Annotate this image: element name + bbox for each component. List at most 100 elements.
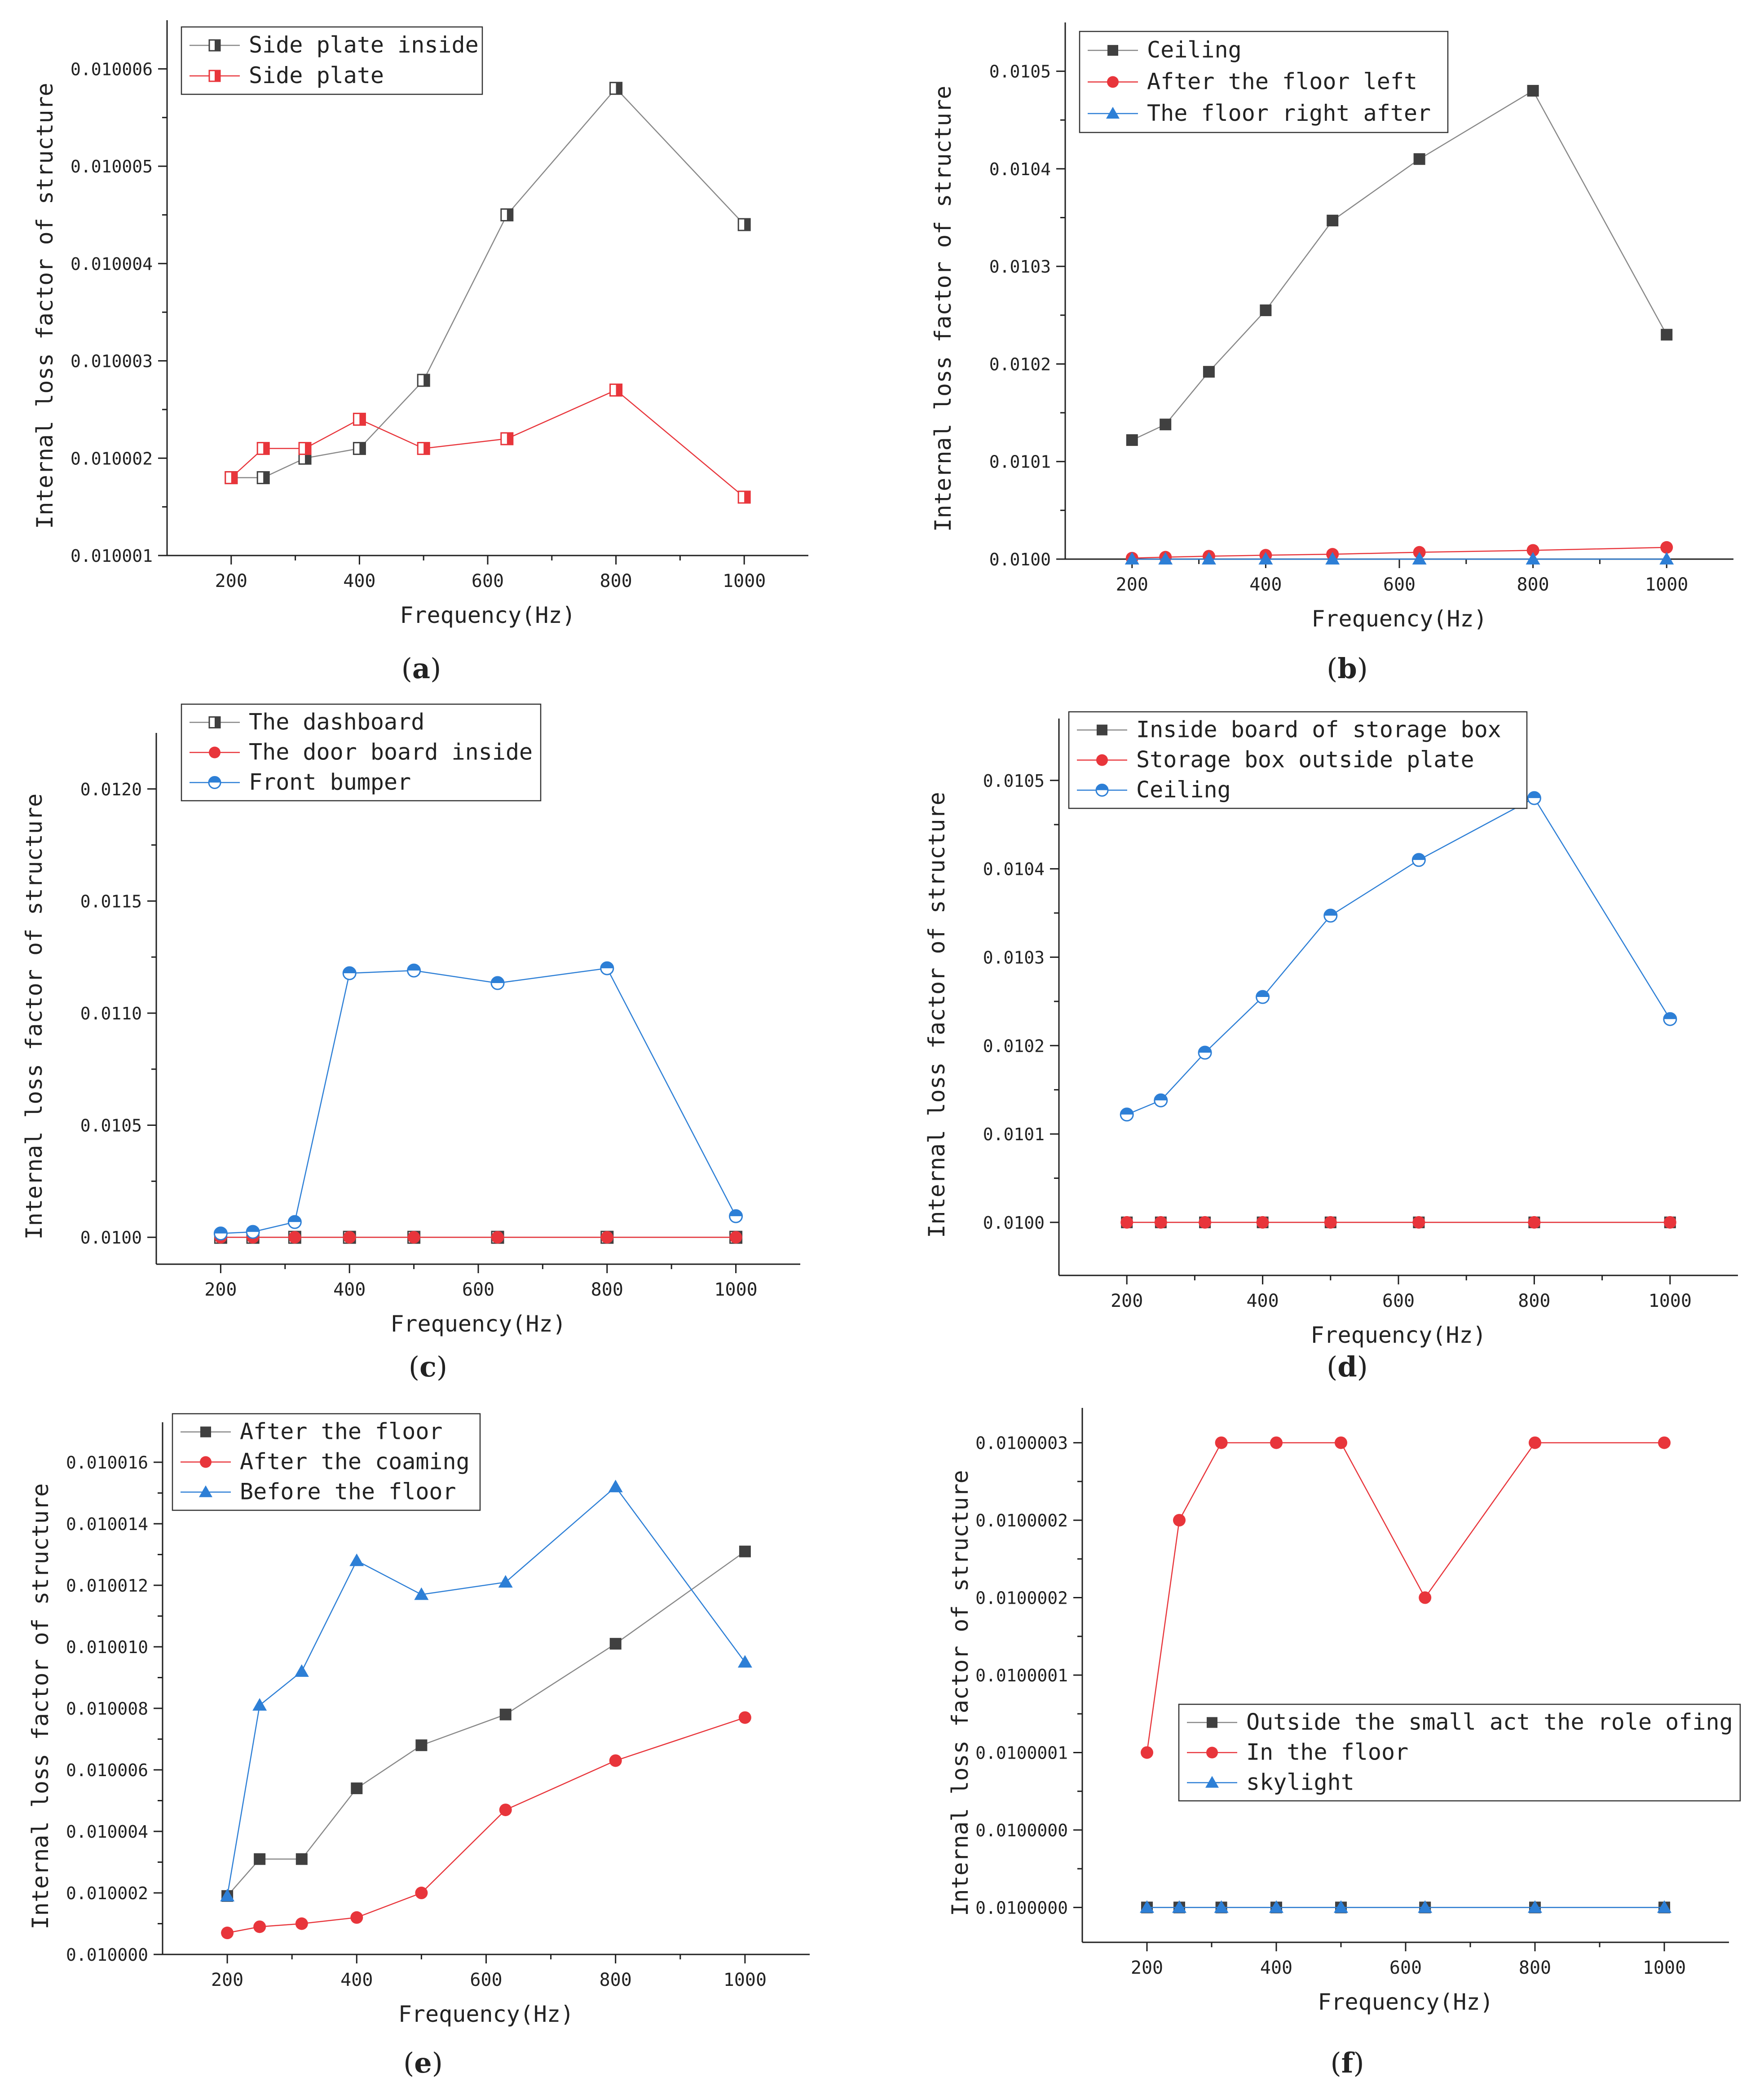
- data-point: [1107, 45, 1118, 56]
- series-front-bumper: [213, 961, 743, 1241]
- data-point: [407, 963, 421, 978]
- data-point: [252, 1698, 267, 1711]
- data-point: [1120, 1107, 1134, 1122]
- data-point: [609, 82, 623, 95]
- series-before-the-floor: [220, 1479, 752, 1901]
- data-point: [1256, 1216, 1269, 1229]
- data-point: [199, 1485, 212, 1497]
- series-line: [227, 1717, 745, 1934]
- y-tick-label: 0.0100: [80, 1228, 142, 1248]
- data-point: [1214, 1900, 1229, 1913]
- data-point: [609, 384, 623, 397]
- data-point: [1527, 791, 1541, 805]
- data-point: [1201, 552, 1216, 565]
- y-tick-label: 0.0100002: [975, 1511, 1068, 1530]
- data-point: [1529, 1436, 1541, 1449]
- y-tick-label: 0.010004: [71, 254, 153, 274]
- series-side-plate: [225, 384, 751, 504]
- data-point: [1199, 1216, 1212, 1229]
- data-point: [287, 1215, 302, 1229]
- legend: Side plate inside Side plate: [181, 26, 483, 95]
- series-line: [231, 87, 745, 478]
- series-in-the-floor: [1141, 1436, 1671, 1759]
- y-tick-label: 0.0115: [80, 891, 142, 911]
- data-point: [1270, 1436, 1283, 1449]
- data-point: [609, 1638, 622, 1650]
- series-side-plate-inside: [225, 82, 751, 485]
- data-point: [225, 471, 238, 485]
- data-point: [208, 776, 221, 789]
- x-tick-label: 600: [1383, 574, 1416, 595]
- legend-box: [181, 26, 483, 95]
- x-axis-label: Frequency(Hz): [398, 2001, 574, 2027]
- x-tick-label: 800: [1519, 1958, 1551, 1978]
- data-point: [499, 1804, 512, 1817]
- data-point: [729, 1209, 743, 1223]
- x-tick-label: 200: [1116, 574, 1148, 595]
- data-point: [1096, 754, 1108, 766]
- legend-label: After the floor left: [1147, 69, 1417, 95]
- x-tick-label: 1000: [1649, 1291, 1692, 1311]
- data-point: [1203, 366, 1215, 378]
- x-axis-label: Frequency(Hz): [1311, 606, 1487, 632]
- data-point: [1198, 1045, 1212, 1060]
- series-the-floor-right-after: [1125, 552, 1674, 565]
- data-point: [208, 716, 221, 728]
- x-axis-label: Frequency(Hz): [1318, 1989, 1493, 2015]
- data-point: [414, 1587, 429, 1600]
- series-line: [1132, 90, 1667, 441]
- legend-box: [181, 703, 542, 802]
- legend-label: Ceiling: [1147, 37, 1242, 63]
- legend-label: Before the floor: [240, 1479, 456, 1505]
- data-point: [1158, 552, 1173, 565]
- y-axis-label: Internal loss factor of structure: [947, 1470, 973, 1916]
- legend-label: Inside board of storage box: [1136, 717, 1501, 743]
- y-tick-label: 0.0100000: [975, 1898, 1068, 1918]
- data-point: [342, 966, 357, 980]
- data-point: [1419, 1591, 1432, 1604]
- data-point: [417, 442, 430, 455]
- y-tick-label: 0.010005: [71, 157, 153, 176]
- y-tick-label: 0.0103: [989, 257, 1051, 277]
- data-point: [729, 1231, 742, 1244]
- x-tick-label: 1000: [1643, 1958, 1686, 1978]
- series-after-the-coaming: [221, 1711, 751, 1940]
- data-point: [353, 442, 366, 455]
- data-point: [737, 218, 751, 231]
- data-point: [1125, 552, 1139, 565]
- legend: Ceiling After the floor left The floor rig…: [1079, 31, 1449, 133]
- data-point: [1334, 1900, 1348, 1913]
- legend-label: Ceiling: [1136, 777, 1231, 803]
- x-tick-label: 600: [1382, 1291, 1415, 1311]
- y-tick-label: 0.010016: [66, 1453, 148, 1473]
- x-tick-label: 1000: [1645, 574, 1688, 595]
- data-point: [1661, 329, 1673, 341]
- legend-box: [172, 1413, 481, 1511]
- data-point: [490, 976, 505, 990]
- data-point: [1173, 1514, 1186, 1527]
- series-storage-box-outside-plate: [1120, 1216, 1676, 1229]
- y-tick-label: 0.010002: [71, 449, 153, 468]
- data-point: [1528, 1900, 1542, 1913]
- y-tick-label: 0.010010: [66, 1637, 148, 1657]
- x-tick-label: 800: [591, 1279, 623, 1300]
- data-point: [1215, 1436, 1228, 1449]
- data-point: [491, 1231, 504, 1244]
- data-point: [246, 1225, 260, 1239]
- data-point: [256, 471, 270, 485]
- x-tick-label: 800: [600, 1970, 632, 1990]
- legend-box: [1178, 1703, 1741, 1802]
- data-point: [1120, 1216, 1133, 1229]
- data-point: [609, 1754, 622, 1767]
- y-tick-label: 0.0101: [989, 452, 1051, 472]
- series-line: [1132, 547, 1667, 559]
- data-point: [200, 1426, 211, 1438]
- data-point: [343, 1231, 356, 1244]
- series-line: [230, 389, 745, 498]
- data-point: [1659, 552, 1674, 565]
- data-point: [288, 1231, 301, 1244]
- data-point: [253, 1920, 266, 1933]
- y-tick-label: 0.010000: [66, 1945, 148, 1965]
- y-tick-label: 0.010006: [66, 1760, 148, 1780]
